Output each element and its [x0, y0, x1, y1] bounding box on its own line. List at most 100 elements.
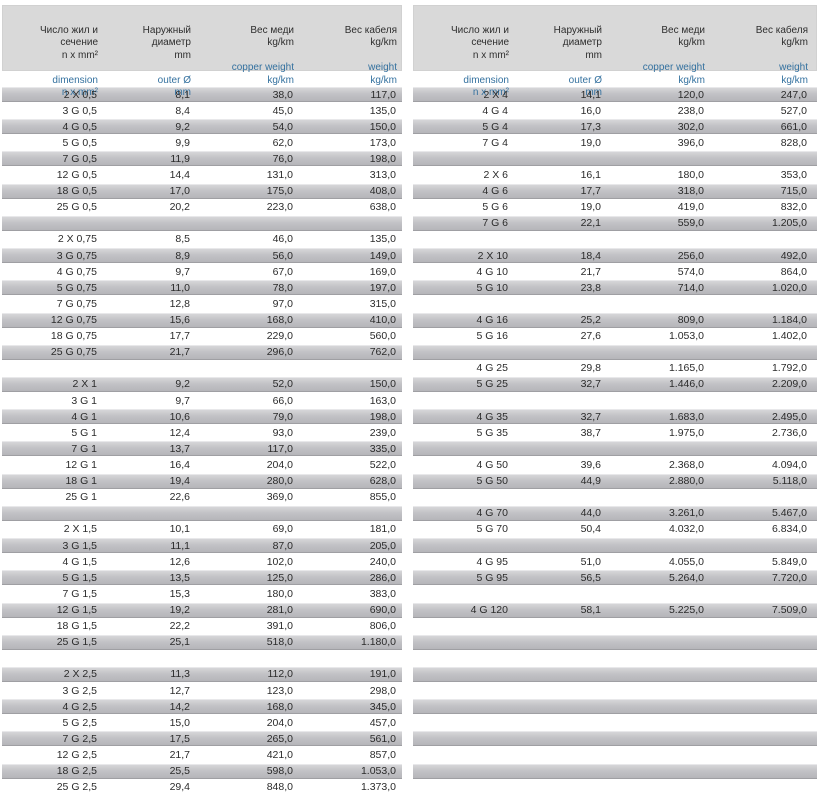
- header-cable-weight: Вес кабеля kg/km weight kg/km: [294, 12, 397, 86]
- table-cell: 38,7: [580, 426, 601, 439]
- table-cell: 18 G 2,5: [56, 765, 97, 778]
- cable-table-right: Число жил и сечение n x mm² dimension n …: [413, 5, 817, 798]
- table-row: 7 G 2,5 17,5 265,0 561,0: [2, 731, 402, 747]
- table-cell: 296,0: [266, 346, 293, 359]
- table-cell: 1.184,0: [771, 314, 807, 327]
- table-cell: 58,1: [580, 604, 601, 616]
- table-cell: 4.032,0: [668, 523, 704, 536]
- table-cell: 17,7: [169, 330, 190, 343]
- table-cell: 561,0: [369, 732, 396, 745]
- separator-row: [413, 715, 817, 730]
- table-cell: 198,0: [369, 152, 396, 165]
- header-dimension-en: dimension n x mm²: [52, 74, 98, 99]
- table-cell: 67,0: [272, 265, 293, 278]
- separator-row: [413, 763, 817, 779]
- table-cell: 5 G 50: [476, 475, 508, 488]
- table-cell: 3 G 0,75: [56, 249, 97, 262]
- table-cell: 5 G 70: [476, 523, 508, 536]
- table-cell: 353,0: [780, 169, 807, 182]
- table-cell: 181,0: [369, 523, 396, 536]
- separator-row: [413, 651, 817, 666]
- separator-row: [413, 666, 817, 682]
- table-row: 4 G 0,75 9,7 67,0 169,0: [2, 264, 402, 279]
- table-cell: 9,9: [175, 136, 190, 149]
- table-row: 12 G 2,5 21,7 421,0 857,0: [2, 747, 402, 762]
- table-cell: 5.849,0: [771, 555, 807, 568]
- table-cell: 457,0: [369, 716, 396, 729]
- table-cell: 4 G 2,5: [62, 700, 97, 713]
- table-cell: 19,2: [169, 604, 190, 616]
- table-cell: 25 G 1: [65, 491, 97, 504]
- table-cell: 131,0: [266, 169, 293, 182]
- table-cell: 408,0: [369, 185, 396, 198]
- header-dimension-ru: Число жил и сечение n x mm²: [450, 24, 509, 61]
- table-cell: 12 G 0,75: [50, 314, 97, 327]
- separator-row: [2, 215, 402, 231]
- table-cell: 78,0: [272, 281, 293, 294]
- header-outer-diameter: Наружный диаметр mm outer Ø mm: [509, 12, 602, 99]
- table-cell: 29,4: [169, 781, 190, 794]
- table-cell: 7 G 4: [482, 136, 508, 149]
- table-cell: 20,2: [169, 201, 190, 214]
- table-cell: 559,0: [677, 217, 704, 230]
- table-cell: 69,0: [272, 523, 293, 536]
- table-cell: 5 G 35: [476, 426, 508, 439]
- table-cell: 265,0: [266, 732, 293, 745]
- table-cell: 9,2: [175, 378, 190, 391]
- table-cell: 12,4: [169, 426, 190, 439]
- table-cell: 4.055,0: [668, 555, 704, 568]
- table-cell: 4 G 35: [476, 410, 508, 423]
- separator-row: [2, 361, 402, 376]
- table-row: 18 G 1 19,4 280,0 628,0: [2, 473, 402, 489]
- table-cell: 16,0: [580, 104, 601, 117]
- table-cell: 5 G 6: [482, 201, 508, 214]
- table-cell: 715,0: [780, 185, 807, 198]
- table-cell: 4 G 25: [476, 362, 508, 375]
- table-cell: 32,7: [580, 378, 601, 391]
- table-cell: 123,0: [266, 684, 293, 697]
- table-row: 25 G 1 22,6 369,0 855,0: [2, 490, 402, 505]
- table-row: 4 G 25 29,8 1.165,0 1.792,0: [413, 361, 817, 376]
- table-cell: 22,2: [169, 620, 190, 633]
- table-cell: 7 G 6: [482, 217, 508, 230]
- table-cell: 638,0: [369, 201, 396, 214]
- table-cell: 762,0: [369, 346, 396, 359]
- table-cell: 5.467,0: [771, 507, 807, 520]
- table-cell: 25,2: [580, 314, 601, 327]
- table-row: 18 G 2,5 25,5 598,0 1.053,0: [2, 763, 402, 779]
- table-cell: 1.683,0: [668, 410, 704, 423]
- table-cell: 857,0: [369, 748, 396, 761]
- table-cell: 2 X 10: [477, 249, 508, 262]
- table-cell: 855,0: [369, 491, 396, 504]
- table-cell: 240,0: [369, 555, 396, 568]
- table-cell: 11,3: [170, 668, 190, 681]
- table-header: Число жил и сечение n x mm² dimension n …: [2, 5, 402, 98]
- table-cell: 19,4: [169, 475, 190, 488]
- separator-row: [413, 441, 817, 457]
- table-cell: 1.205,0: [771, 217, 807, 230]
- separator-row: [413, 538, 817, 554]
- table-cell: 391,0: [266, 620, 293, 633]
- table-row: 7 G 1,5 15,3 180,0 383,0: [2, 586, 402, 601]
- table-cell: 16,1: [580, 169, 601, 182]
- table-cell: 12,8: [169, 297, 190, 310]
- table-row: 2 X 6 16,1 180,0 353,0: [413, 168, 817, 183]
- table-cell: 280,0: [266, 475, 293, 488]
- table-body: 2 X 4 14,1 120,0 247,0 4 G 4 16,0 238,0 527,0 5 …: [413, 87, 817, 795]
- table-cell: 135,0: [369, 104, 396, 117]
- table-cell: 4 G 1,5: [62, 555, 97, 568]
- table-row: 4 G 1,5 12,6 102,0 240,0: [2, 554, 402, 569]
- table-cell: 17,5: [169, 732, 190, 745]
- table-cell: 204,0: [266, 459, 293, 472]
- table-cell: 149,0: [369, 249, 396, 262]
- table-cell: 10,1: [169, 523, 190, 536]
- table-row: 2 X 1,5 10,1 69,0 181,0: [2, 522, 402, 537]
- table-cell: 173,0: [369, 136, 396, 149]
- separator-row: [413, 699, 817, 715]
- table-row: 18 G 0,5 17,0 175,0 408,0: [2, 183, 402, 199]
- table-cell: 369,0: [266, 491, 293, 504]
- table-cell: 38,0: [272, 88, 293, 101]
- table-row: 2 X 1 9,2 52,0 150,0: [2, 376, 402, 392]
- table-cell: 2.368,0: [668, 459, 704, 472]
